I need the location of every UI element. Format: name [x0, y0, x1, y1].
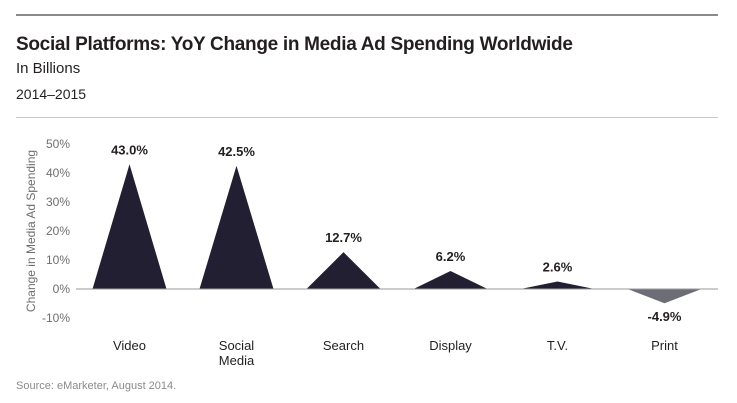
source-note: Source: eMarketer, August 2014.	[16, 380, 177, 392]
data-label: 6.2%	[436, 249, 466, 264]
header-divider	[16, 117, 718, 118]
data-label: 2.6%	[543, 259, 573, 274]
data-label: 43.0%	[111, 142, 148, 157]
data-triangle	[627, 289, 702, 304]
data-triangle	[306, 252, 381, 289]
data-triangle	[520, 281, 595, 289]
data-label: 12.7%	[325, 230, 362, 245]
y-tick-label: 40%	[46, 166, 70, 180]
chart-subtitle: In Billions	[16, 60, 81, 77]
y-tick-label: 30%	[46, 195, 70, 209]
y-axis-title: Change in Media Ad Spending	[24, 150, 38, 312]
chart-title: Social Platforms: YoY Change in Media Ad…	[16, 34, 573, 55]
x-category-label: T.V.	[547, 338, 568, 353]
x-category-label: Video	[113, 338, 146, 353]
y-tick-label: -10%	[42, 311, 70, 325]
data-triangle	[199, 165, 274, 289]
date-range: 2014–2015	[16, 86, 87, 102]
x-category-label: Media	[219, 353, 255, 368]
y-tick-label: 0%	[53, 282, 71, 296]
y-tick-label: 50%	[46, 137, 70, 151]
x-category-label: Display	[429, 338, 472, 353]
x-category-label: Search	[323, 338, 364, 353]
data-triangle	[413, 271, 488, 289]
data-triangle	[92, 164, 167, 289]
data-label: 42.5%	[218, 144, 255, 159]
data-label: -4.9%	[648, 309, 682, 324]
y-tick-label: 10%	[46, 253, 70, 267]
x-category-label: Print	[651, 338, 678, 353]
x-category-label: Social	[219, 338, 255, 353]
y-tick-label: 20%	[46, 224, 70, 238]
top-rule	[16, 14, 718, 16]
